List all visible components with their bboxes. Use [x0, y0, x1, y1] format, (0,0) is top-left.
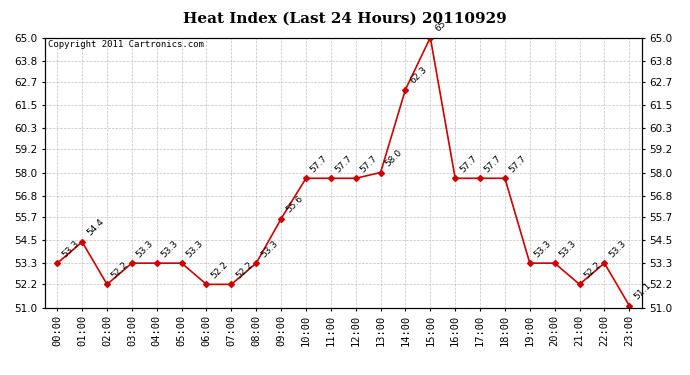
Text: 53.3: 53.3 — [159, 238, 180, 259]
Text: 53.3: 53.3 — [533, 238, 553, 259]
Text: Copyright 2011 Cartronics.com: Copyright 2011 Cartronics.com — [48, 40, 204, 49]
Text: 53.3: 53.3 — [135, 238, 155, 259]
Text: 65: 65 — [433, 19, 448, 33]
Text: 57.7: 57.7 — [508, 153, 529, 174]
Text: 53.3: 53.3 — [259, 238, 279, 259]
Text: Heat Index (Last 24 Hours) 20110929: Heat Index (Last 24 Hours) 20110929 — [183, 11, 507, 25]
Text: 52.2: 52.2 — [582, 260, 603, 280]
Text: 53.3: 53.3 — [607, 238, 628, 259]
Text: 58.0: 58.0 — [384, 148, 404, 168]
Text: 57.7: 57.7 — [458, 153, 479, 174]
Text: 53.3: 53.3 — [558, 238, 578, 259]
Text: 57.7: 57.7 — [308, 153, 329, 174]
Text: 57.7: 57.7 — [359, 153, 379, 174]
Text: 62.3: 62.3 — [408, 65, 428, 86]
Text: 52.2: 52.2 — [234, 260, 255, 280]
Text: 52.2: 52.2 — [209, 260, 230, 280]
Text: 53.3: 53.3 — [60, 238, 81, 259]
Text: 51.1: 51.1 — [632, 281, 653, 302]
Text: 57.7: 57.7 — [483, 153, 504, 174]
Text: 53.3: 53.3 — [184, 238, 205, 259]
Text: 52.2: 52.2 — [110, 260, 130, 280]
Text: 55.6: 55.6 — [284, 194, 304, 214]
Text: 57.7: 57.7 — [334, 153, 354, 174]
Text: 54.4: 54.4 — [85, 217, 106, 238]
